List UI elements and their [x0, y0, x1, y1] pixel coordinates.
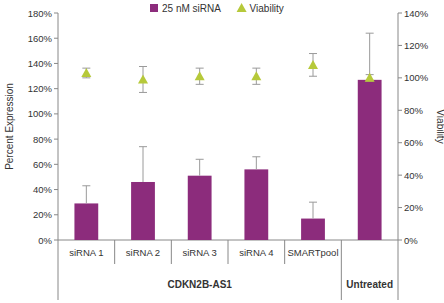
- y-tick: [54, 189, 58, 190]
- y-tick: [54, 63, 58, 64]
- y-tick-label: 20%: [33, 209, 53, 220]
- y-tick-label: 60%: [33, 159, 53, 170]
- error-bar: [256, 157, 257, 170]
- group-label: Untreated: [346, 279, 393, 290]
- error-bar: [199, 159, 200, 175]
- marker: [81, 68, 91, 77]
- y-tick-label: 40%: [33, 184, 53, 195]
- error-bar: [313, 202, 314, 218]
- y-tick: [54, 139, 58, 140]
- error-cap: [139, 92, 147, 93]
- y-tick: [54, 113, 58, 114]
- bar: [74, 203, 98, 240]
- y2-axis-title: Viability: [435, 109, 444, 143]
- y2-tick-label: 0%: [404, 235, 418, 246]
- y-tick-label: 180%: [28, 8, 53, 19]
- y2-tick: [398, 45, 402, 46]
- y2-tick-label: 100%: [404, 72, 429, 83]
- category-separator: [341, 240, 342, 300]
- y-axis: [58, 13, 59, 240]
- error-cap: [139, 146, 147, 147]
- group-label: CDKN2B-AS1: [167, 279, 232, 290]
- x-tick-label: SMARTpool: [287, 247, 338, 258]
- marker: [365, 73, 375, 82]
- y-tick: [54, 88, 58, 89]
- category-separator: [284, 240, 285, 264]
- x-tick-label: siRNA 4: [239, 247, 273, 258]
- y2-tick: [398, 142, 402, 143]
- error-cap: [309, 53, 317, 54]
- category-separator: [228, 240, 229, 264]
- error-bar: [143, 147, 144, 182]
- y2-tick: [398, 77, 402, 78]
- bar: [188, 176, 212, 240]
- y2-tick-label: 40%: [404, 170, 424, 181]
- marker: [308, 60, 318, 69]
- error-cap: [252, 68, 260, 69]
- bar: [301, 219, 325, 240]
- y2-tick-label: 60%: [404, 137, 424, 148]
- error-bar: [86, 186, 87, 204]
- y-tick-label: 140%: [28, 58, 53, 69]
- y-tick: [54, 164, 58, 165]
- y-tick-label: 100%: [28, 108, 53, 119]
- x-tick-label: siRNA 1: [69, 247, 103, 258]
- bar: [244, 169, 268, 240]
- y2-tick: [398, 175, 402, 176]
- error-cap: [196, 68, 204, 69]
- error-bar: [369, 33, 370, 80]
- y2-tick-label: 140%: [404, 8, 429, 19]
- marker: [251, 71, 261, 80]
- y-tick: [54, 13, 58, 14]
- bar: [358, 80, 382, 240]
- error-cap: [82, 77, 90, 78]
- y2-tick-label: 120%: [404, 40, 429, 51]
- y2-tick: [398, 207, 402, 208]
- error-cap: [82, 185, 90, 186]
- legend-label: Viability: [250, 3, 284, 14]
- x-tick-label: siRNA 2: [126, 247, 160, 258]
- category-separator: [398, 240, 399, 300]
- category-separator: [58, 240, 59, 300]
- y-tick: [54, 214, 58, 215]
- legend: 25 nM siRNA Viability: [150, 3, 284, 14]
- y-axis-title: Percent Expression: [4, 83, 15, 170]
- error-cap: [196, 159, 204, 160]
- y-tick-label: 120%: [28, 83, 53, 94]
- y-tick-label: 80%: [33, 134, 53, 145]
- legend-label: 25 nM siRNA: [162, 3, 221, 14]
- y2-tick: [398, 13, 402, 14]
- y-tick-label: 0%: [38, 235, 52, 246]
- y2-axis: [398, 13, 399, 240]
- error-cap: [252, 156, 260, 157]
- y2-tick: [398, 240, 402, 241]
- y-tick: [54, 240, 58, 241]
- plot-area: [74, 33, 381, 240]
- marker: [138, 74, 148, 83]
- y2-tick-label: 20%: [404, 202, 424, 213]
- error-cap: [309, 76, 317, 77]
- y2-tick-label: 80%: [404, 105, 424, 116]
- legend-swatch: [150, 4, 158, 12]
- legend-swatch: [237, 3, 247, 12]
- error-cap: [309, 202, 317, 203]
- error-cap: [196, 84, 204, 85]
- y-tick: [54, 38, 58, 39]
- error-cap: [252, 84, 260, 85]
- error-cap: [139, 66, 147, 67]
- bar: [131, 182, 155, 240]
- category-separator: [114, 240, 115, 264]
- marker: [195, 71, 205, 80]
- error-cap: [366, 33, 374, 34]
- x-tick-label: siRNA 3: [183, 247, 217, 258]
- chart: 0% 20% 40% 60% 80% 100% 120% 140% 160% 180% 0% 20% 4…: [0, 0, 444, 303]
- category-separator: [171, 240, 172, 264]
- y2-tick: [398, 110, 402, 111]
- y-tick-label: 160%: [28, 33, 53, 44]
